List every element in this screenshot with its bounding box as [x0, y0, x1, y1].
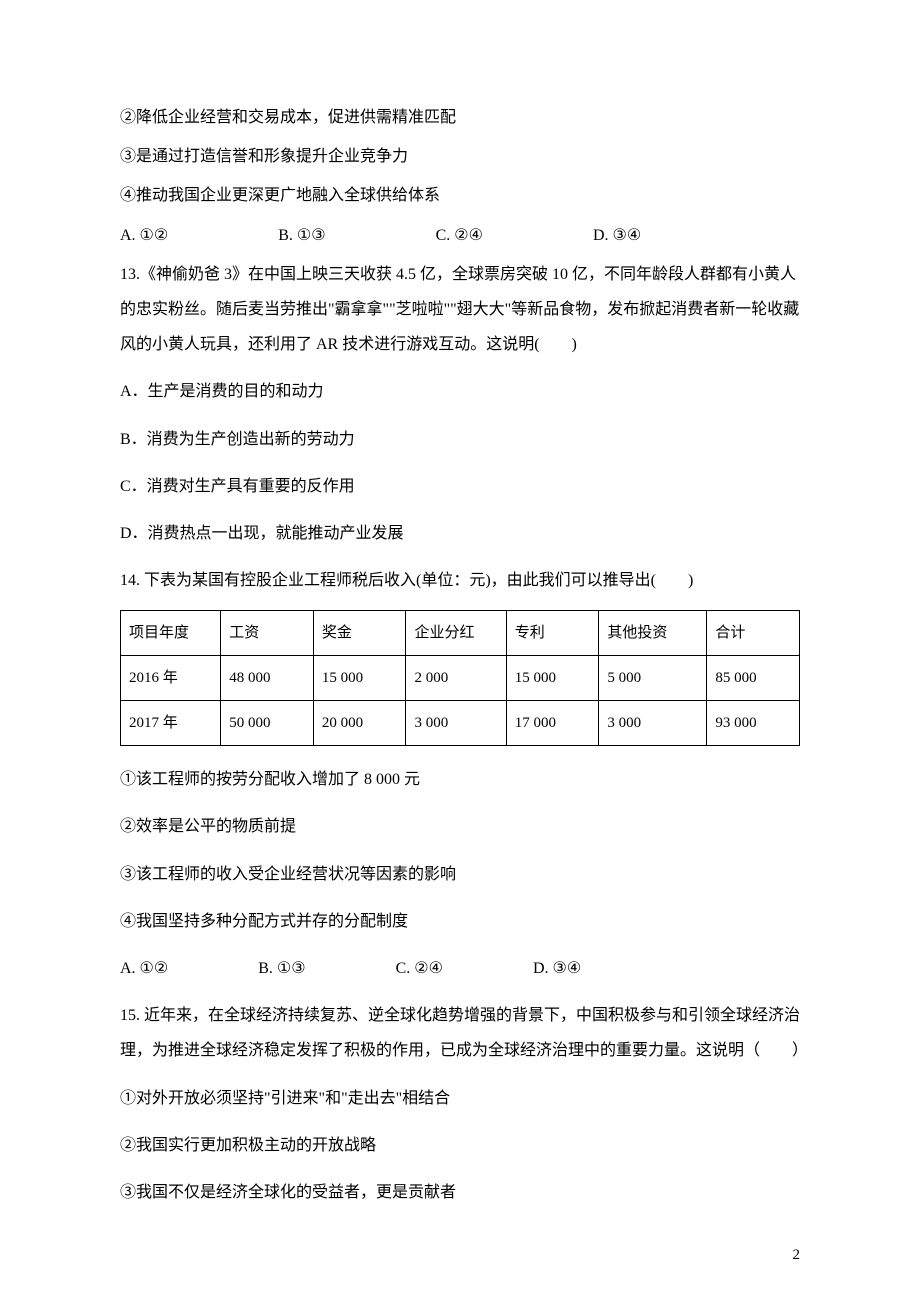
q14-option-b: B. ①③	[258, 960, 305, 977]
q12-options: A. ①② B. ①③ C. ②④ D. ③④	[120, 218, 800, 253]
q14-options: A. ①② B. ①③ C. ②④ D. ③④	[120, 951, 800, 986]
question-14: 14. 下表为某国有控股企业工程师税后收入(单位：元)，由此我们可以推导出( )…	[120, 563, 800, 986]
page-number: 2	[793, 1239, 801, 1272]
question-15-partial: 15. 近年来，在全球经济持续复苏、逆全球化趋势增强的背景下，中国积极参与和引领…	[120, 998, 800, 1210]
table-header-cell: 工资	[221, 611, 314, 656]
q12-option-b: B. ①③	[278, 227, 325, 244]
q14-option-c: C. ②④	[396, 960, 443, 977]
table-header-cell: 企业分红	[406, 611, 506, 656]
q14-stem: 14. 下表为某国有控股企业工程师税后收入(单位：元)，由此我们可以推导出( )	[120, 563, 800, 598]
table-row: 2016 年 48 000 15 000 2 000 15 000 5 000 …	[121, 656, 800, 701]
table-header-cell: 其他投资	[599, 611, 707, 656]
q15-statement-1: ①对外开放必须坚持"引进来"和"走出去"相结合	[120, 1081, 800, 1116]
q13-option-a: A．生产是消费的目的和动力	[120, 374, 800, 409]
q12-statement-4: ④推动我国企业更深更广地融入全球供给体系	[120, 178, 800, 213]
q14-statement-2: ②效率是公平的物质前提	[120, 809, 800, 844]
q15-stem: 15. 近年来，在全球经济持续复苏、逆全球化趋势增强的背景下，中国积极参与和引领…	[120, 998, 800, 1068]
table-cell: 15 000	[313, 656, 406, 701]
table-cell: 85 000	[707, 656, 800, 701]
table-cell: 2016 年	[121, 656, 221, 701]
table-cell: 15 000	[506, 656, 599, 701]
question-13: 13.《神偷奶爸 3》在中国上映三天收获 4.5 亿，全球票房突破 10 亿，不…	[120, 257, 800, 551]
q14-statement-3: ③该工程师的收入受企业经营状况等因素的影响	[120, 857, 800, 892]
table-cell: 20 000	[313, 701, 406, 746]
q15-statement-2: ②我国实行更加积极主动的开放战略	[120, 1128, 800, 1163]
q12-option-c: C. ②④	[436, 227, 483, 244]
table-cell: 48 000	[221, 656, 314, 701]
table-cell: 5 000	[599, 656, 707, 701]
q14-statement-1: ①该工程师的按劳分配收入增加了 8 000 元	[120, 762, 800, 797]
table-cell: 2 000	[406, 656, 506, 701]
table-cell: 93 000	[707, 701, 800, 746]
income-table: 项目年度 工资 奖金 企业分红 专利 其他投资 合计 2016 年 48 000…	[120, 610, 800, 746]
table-header-row: 项目年度 工资 奖金 企业分红 专利 其他投资 合计	[121, 611, 800, 656]
question-12-partial: ②降低企业经营和交易成本，促进供需精准匹配 ③是通过打造信誉和形象提升企业竞争力…	[120, 100, 800, 253]
table-header-cell: 合计	[707, 611, 800, 656]
q12-option-d: D. ③④	[593, 227, 641, 244]
table-cell: 3 000	[406, 701, 506, 746]
table-cell: 3 000	[599, 701, 707, 746]
table-header-cell: 奖金	[313, 611, 406, 656]
q12-statement-3: ③是通过打造信誉和形象提升企业竞争力	[120, 139, 800, 174]
q14-option-d: D. ③④	[533, 960, 581, 977]
q14-option-a: A. ①②	[120, 960, 168, 977]
table-cell: 17 000	[506, 701, 599, 746]
table-cell: 2017 年	[121, 701, 221, 746]
q13-option-c: C．消费对生产具有重要的反作用	[120, 469, 800, 504]
q12-option-a: A. ①②	[120, 227, 168, 244]
q13-option-b: B．消费为生产创造出新的劳动力	[120, 422, 800, 457]
table-cell: 50 000	[221, 701, 314, 746]
q13-option-d: D．消费热点一出现，就能推动产业发展	[120, 516, 800, 551]
table-row: 2017 年 50 000 20 000 3 000 17 000 3 000 …	[121, 701, 800, 746]
q15-statement-3: ③我国不仅是经济全球化的受益者，更是贡献者	[120, 1175, 800, 1210]
q13-stem: 13.《神偷奶爸 3》在中国上映三天收获 4.5 亿，全球票房突破 10 亿，不…	[120, 257, 800, 363]
q12-statement-2: ②降低企业经营和交易成本，促进供需精准匹配	[120, 100, 800, 135]
q14-statement-4: ④我国坚持多种分配方式并存的分配制度	[120, 904, 800, 939]
table-header-cell: 项目年度	[121, 611, 221, 656]
table-header-cell: 专利	[506, 611, 599, 656]
